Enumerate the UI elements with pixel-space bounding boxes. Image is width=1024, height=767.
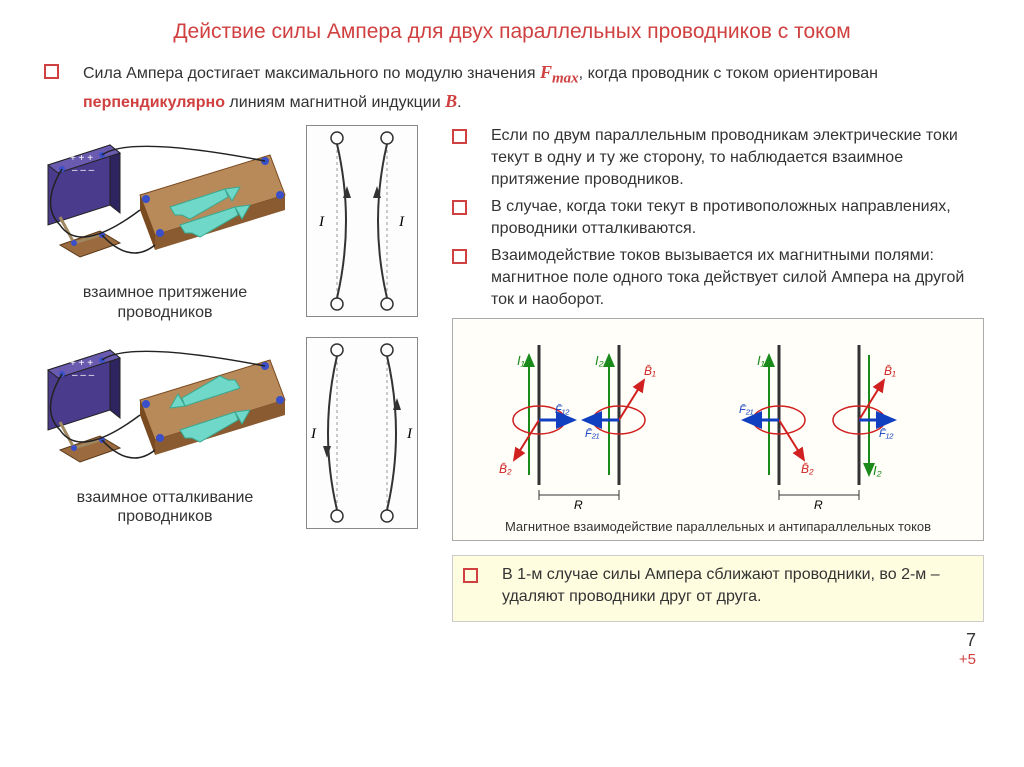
svg-text:B̄₁: B̄₁ — [644, 364, 656, 378]
footnote-text: В 1-м случае силы Ампера сближают провод… — [502, 564, 973, 607]
left-column: + + + – – – — [40, 125, 290, 622]
svg-text:F̄₂₁: F̄₂₁ — [585, 428, 600, 441]
bullet-3: Взаимодействие токов вызывается их магни… — [452, 245, 984, 310]
page-title: Действие силы Ампера для двух параллельн… — [40, 20, 984, 44]
mid-column: I I I I — [306, 125, 436, 622]
bullet-2: В случае, когда токи текут в противополо… — [452, 196, 984, 239]
svg-text:I: I — [406, 426, 413, 442]
bullet-icon — [44, 64, 59, 79]
svg-text:– – –: – – – — [72, 370, 95, 381]
intro-row: Сила Ампера достигает максимального по м… — [40, 60, 984, 113]
caption-attract: взаимное притяжение проводников — [40, 283, 290, 321]
svg-text:I: I — [310, 426, 317, 442]
intro-text: Сила Ампера достигает максимального по м… — [83, 60, 984, 113]
svg-text:F̄₁₂: F̄₁₂ — [555, 404, 570, 417]
field-diagram: I₁ I₂ B̄₁ B̄₂ F̄₁₂ F̄₂₁ — [452, 318, 984, 541]
schematic-repel: I I — [306, 337, 418, 529]
svg-text:+ + +: + + + — [70, 358, 93, 369]
svg-text:F̄₂₁: F̄₂₁ — [739, 404, 754, 417]
svg-text:R: R — [814, 498, 823, 512]
main-grid: + + + – – – — [40, 125, 984, 622]
bullet-icon — [452, 129, 467, 144]
bullet-text: Если по двум параллельным проводникам эл… — [491, 125, 984, 190]
right-column: Если по двум параллельным проводникам эл… — [452, 125, 984, 622]
bullet-icon — [452, 200, 467, 215]
bullet-text: В случае, когда токи текут в противополо… — [491, 196, 984, 239]
bullet-icon — [452, 249, 467, 264]
I-label: I — [318, 214, 325, 230]
svg-text:B̄₁: B̄₁ — [884, 364, 896, 378]
bullet-text: Взаимодействие токов вызывается их магни… — [491, 245, 984, 310]
svg-text:I: I — [398, 214, 405, 230]
svg-text:– – –: – – – — [72, 165, 95, 176]
svg-text:+ + +: + + + — [70, 153, 93, 164]
caption-repel: взаимное отталкивание проводников — [40, 488, 290, 526]
svg-text:I₁: I₁ — [517, 353, 525, 368]
plus-five: +5 — [40, 651, 984, 668]
svg-text:I₂: I₂ — [873, 463, 882, 478]
page-number: 7 — [40, 630, 984, 651]
svg-text:I₁: I₁ — [757, 353, 765, 368]
apparatus-repel: + + + – – – — [40, 330, 290, 480]
svg-text:I₂: I₂ — [595, 353, 604, 368]
svg-text:F̄₁₂: F̄₁₂ — [879, 428, 894, 441]
schematic-attract: I I — [306, 125, 418, 317]
field-caption: Магнитное взаимодействие параллельных и … — [459, 519, 977, 534]
svg-text:B̄₂: B̄₂ — [801, 462, 814, 476]
bullet-1: Если по двум параллельным проводникам эл… — [452, 125, 984, 190]
bullet-icon — [463, 568, 478, 583]
footnote-box: В 1-м случае силы Ампера сближают провод… — [452, 555, 984, 622]
svg-text:R: R — [574, 498, 583, 512]
svg-text:B̄₂: B̄₂ — [499, 462, 512, 476]
apparatus-attract: + + + – – – — [40, 125, 290, 275]
